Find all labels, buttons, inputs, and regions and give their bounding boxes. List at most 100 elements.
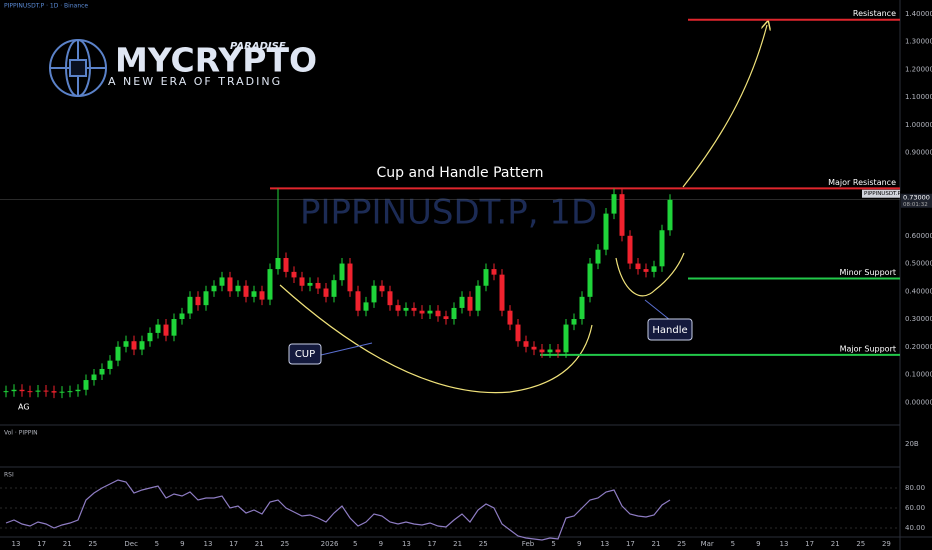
candle-body [515, 324, 521, 342]
candle-body [355, 291, 361, 311]
candle-body [59, 391, 65, 393]
candle-body [251, 291, 257, 297]
x-tick-label: 5 [353, 540, 357, 548]
corner-label: AG [18, 403, 30, 412]
candle-body [83, 380, 89, 390]
candle-body [187, 296, 193, 314]
candle-body [227, 277, 233, 292]
candle-body [483, 269, 489, 286]
x-tick-label: Dec [124, 540, 138, 548]
candle-body [91, 374, 97, 381]
cup-curve [279, 284, 593, 394]
candle-body [219, 277, 225, 286]
candle-body [435, 310, 441, 317]
x-tick-label: 2026 [321, 540, 339, 548]
x-tick-label: 25 [280, 540, 289, 548]
candle-body [507, 310, 513, 325]
candle-body [555, 349, 561, 353]
x-tick-label: 13 [12, 540, 21, 548]
candle-body [635, 263, 641, 270]
price-tag-bg [862, 189, 900, 198]
candle-body [147, 332, 153, 342]
candle-body [43, 390, 49, 392]
symbol-header: PIPPINUSDT.P · 1D · Binance [4, 3, 88, 10]
x-tick-label: 9 [180, 540, 184, 548]
rsi-line [5, 479, 671, 541]
x-tick-label: 25 [677, 540, 686, 548]
x-tick-label: 25 [88, 540, 97, 548]
candle-body [323, 288, 329, 297]
y-tick-label: 1.00000 [905, 121, 932, 129]
candle-body [115, 346, 121, 361]
candle-body [243, 285, 249, 297]
candle-body [331, 280, 337, 297]
candle-body [459, 296, 465, 308]
candle-body [643, 269, 649, 272]
y-tick-label: 0.40000 [905, 287, 932, 295]
candle-body [491, 269, 497, 275]
handle-label: Handle [652, 325, 687, 336]
volume-label: Vol · PIPPIN [4, 430, 38, 437]
x-tick-label: Feb [522, 540, 535, 548]
candle-body [307, 282, 313, 286]
candle-body [387, 291, 393, 306]
x-tick-label: 25 [479, 540, 488, 548]
price-tag-box [901, 193, 932, 208]
x-tick-label: 9 [379, 540, 383, 548]
candle-body [99, 368, 105, 375]
candle-body [27, 391, 33, 393]
candle-body [347, 263, 353, 292]
candle-body [539, 349, 545, 353]
handle-pointer [644, 299, 671, 321]
cup-label: CUP [295, 349, 315, 360]
y-tick-label: 0.20000 [905, 343, 932, 351]
watermark: PIPPINUSDT.P, 1D [300, 193, 597, 233]
candle-body [259, 291, 265, 300]
x-tick-label: 17 [229, 540, 238, 548]
candle-body [403, 307, 409, 311]
candle-body [395, 305, 401, 311]
x-tick-label: 13 [600, 540, 609, 548]
rsi-label: RSI [4, 472, 14, 479]
candle-body [411, 307, 417, 311]
y-tick-label: 0.60000 [905, 232, 932, 240]
candle-body [363, 302, 369, 311]
y-tick-label: 0.30000 [905, 315, 932, 323]
candle-body [659, 230, 665, 267]
candle-body [171, 319, 177, 336]
chart-title: Cup and Handle Pattern [377, 165, 544, 181]
candle-body [611, 194, 617, 214]
y-tick-label: 0.00000 [905, 398, 932, 406]
candle-body [419, 310, 425, 314]
candle-body [603, 213, 609, 250]
candle-body [531, 346, 537, 350]
level-label: Resistance [853, 9, 896, 18]
candle-body [107, 360, 113, 369]
candle-body [131, 341, 137, 350]
candle-body [667, 199, 673, 231]
candle-body [291, 271, 297, 278]
x-tick-label: 17 [805, 540, 814, 548]
level-label: Major Support [840, 344, 896, 353]
x-tick-label: 21 [63, 540, 72, 548]
y-tick-label: 1.20000 [905, 65, 932, 73]
candle-body [315, 282, 321, 289]
candle-body [427, 310, 433, 314]
level-label: Major Resistance [828, 178, 896, 187]
x-tick-label: 5 [731, 540, 735, 548]
x-tick-label: 21 [453, 540, 462, 548]
x-tick-label: 25 [856, 540, 865, 548]
candle-body [443, 316, 449, 320]
projection-arrow [682, 25, 767, 188]
candle-body [163, 324, 169, 336]
y-tick-label: 1.40000 [905, 10, 932, 18]
x-tick-label: 17 [428, 540, 437, 548]
candle-body [475, 285, 481, 311]
rsi-tick-label: 80.00 [905, 484, 925, 492]
candle-body [155, 324, 161, 333]
x-tick-label: 13 [402, 540, 411, 548]
cup-pointer [320, 342, 373, 356]
candle-body [51, 391, 57, 393]
candle-body [139, 341, 145, 350]
